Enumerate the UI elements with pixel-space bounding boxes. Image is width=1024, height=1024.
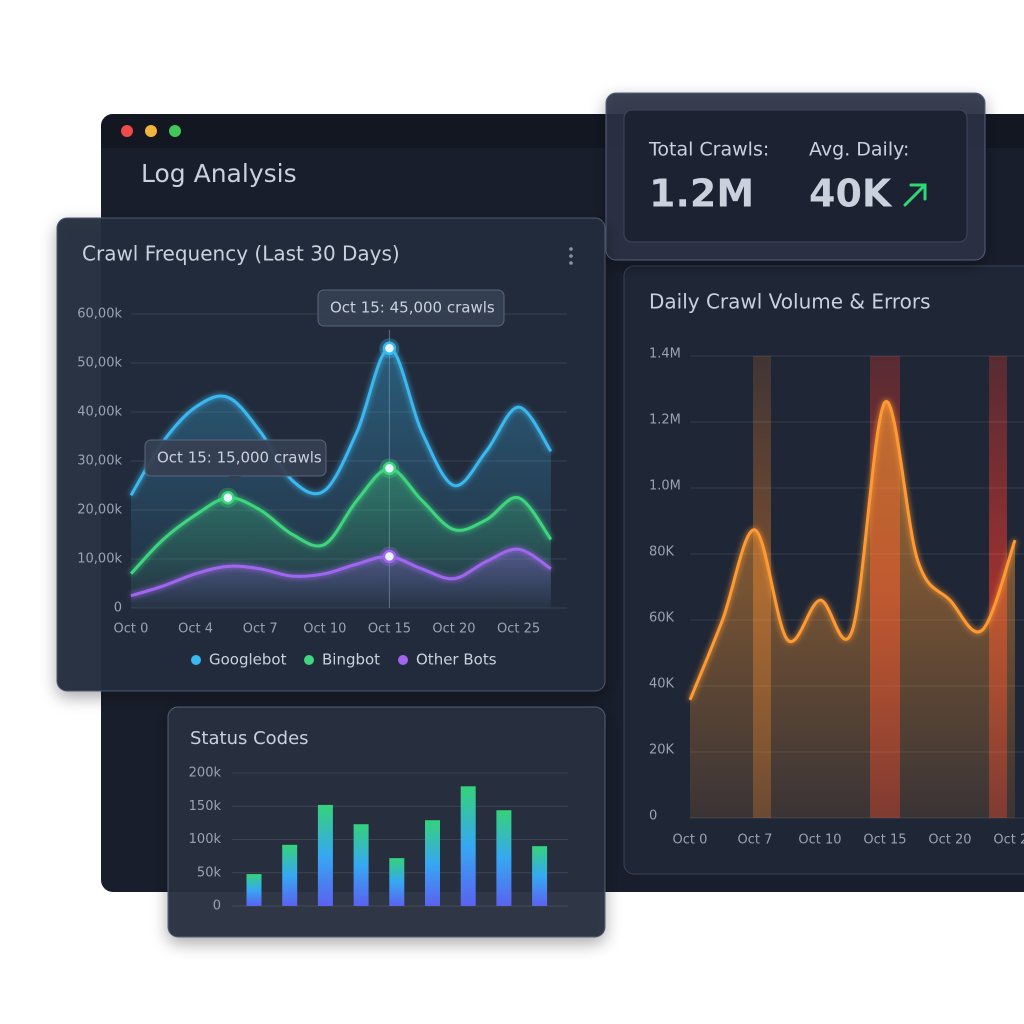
tooltip (317, 289, 505, 327)
tooltip-text: Oct 15: 15,000 crawls (157, 449, 322, 467)
area-line (688, 400, 1017, 701)
y-tick-label: 200k (189, 766, 222, 781)
y-tick-label: 60,00k (77, 307, 122, 322)
stat-label: Avg. Daily: (809, 139, 909, 161)
legend-swatch (398, 655, 408, 665)
tooltip-pointer (229, 476, 241, 483)
x-tick-label: Oct 10 (303, 622, 346, 637)
y-tick-label: 0 (213, 899, 221, 914)
y-tick-label: 0 (114, 601, 122, 616)
y-tick-label: 1.0M (649, 479, 681, 494)
frequency-chart: 0 10,00k 20,00k 30,00k 40,00k 50,00k 60,00k Oct… (77, 289, 567, 669)
x-tick-label: Oct 4 (178, 622, 213, 637)
tooltip-text: Oct 15: 45,000 crawls (330, 299, 495, 317)
y-tick-label: 0 (649, 809, 657, 824)
x-tick-label: Oct 7 (738, 833, 773, 848)
y-tick-label: 10,00k (77, 552, 122, 567)
chart-title: Crawl Frequency (Last 30 Days) (82, 242, 400, 266)
y-tick-label: 100k (189, 832, 222, 847)
data-point (382, 549, 397, 564)
x-tick-label: Oct 0 (673, 833, 708, 848)
data-point (382, 341, 397, 356)
series-line (129, 466, 553, 575)
x-tick-label: Oct 10 (798, 833, 841, 848)
y-tick-label: 60K (649, 611, 675, 626)
y-tick-label: 1.2M (649, 413, 681, 428)
data-point (382, 461, 397, 476)
stat-label: Total Crawls: (648, 139, 769, 161)
y-tick-label: 40,00k (77, 405, 122, 420)
y-tick-label: 80K (649, 545, 675, 560)
data-point (221, 491, 235, 505)
legend-label: Googlebot (209, 651, 287, 669)
x-tick-label: Oct 15 (368, 622, 411, 637)
bar (425, 820, 440, 906)
bar (532, 846, 548, 906)
bar (460, 786, 476, 906)
x-tick-label: Oct 7 (243, 622, 278, 637)
y-tick-label: 50k (197, 865, 222, 880)
window-minimize[interactable] (145, 125, 157, 137)
x-tick-label: Oct 20 (928, 833, 971, 848)
window-maximize[interactable] (169, 125, 181, 137)
y-tick-label: 40K (649, 677, 675, 692)
stat-value: 1.2M (649, 172, 754, 216)
y-tick-label: 1.4M (649, 347, 681, 362)
menu-icon[interactable] (569, 247, 573, 265)
y-tick-label: 30,00k (77, 454, 122, 469)
chart-title: Daily Crawl Volume & Errors (649, 290, 931, 314)
series-line (130, 547, 552, 598)
x-tick-label: Oct 20 (432, 622, 475, 637)
status-card (167, 706, 606, 938)
series-line (129, 346, 553, 497)
y-tick-label: 20,00k (77, 503, 122, 518)
bar (389, 858, 405, 906)
window-title: Log Analysis (141, 159, 297, 188)
bar (496, 810, 512, 906)
legend-label: Other Bots (416, 651, 497, 669)
chart-title: Status Codes (190, 728, 309, 749)
x-tick-label: Oct 25 (497, 622, 540, 637)
y-tick-label: 150k (189, 799, 222, 814)
stat-value: 40K (809, 172, 893, 216)
y-tick-label: 50,00k (77, 356, 122, 371)
bar (317, 804, 333, 906)
volume-chart: 0 20K 40K 60K 80K 1.0M 1.2M 1.4M Oct 0 Oct 7 Oct 1… (649, 347, 1024, 848)
area-fill (690, 401, 1015, 818)
window-close[interactable] (121, 125, 133, 137)
y-tick-label: 20K (649, 743, 675, 758)
bar (282, 844, 298, 906)
bar (246, 874, 262, 906)
legend-swatch (304, 655, 314, 665)
legend-label: Bingbot (322, 651, 380, 669)
stats-panel (623, 109, 968, 243)
card-background (167, 706, 606, 938)
status-chart: 0 50k 100k 150k 200k (189, 766, 568, 914)
bar (353, 824, 369, 906)
legend-swatch (191, 655, 201, 665)
x-tick-label: Oct 15 (863, 833, 906, 848)
trend-up-icon (903, 183, 927, 207)
x-tick-label: Oct 25 (993, 833, 1024, 848)
volume-card: 0 20K 40K 60K 80K 1.0M 1.2M 1.4M Oct 0 Oct 7 Oct 1… (623, 265, 1024, 875)
stats-card: Total Crawls: Avg. Daily: 1.2M 40K (605, 92, 986, 261)
x-tick-label: Oct 0 (114, 622, 149, 637)
series-area (131, 549, 551, 608)
